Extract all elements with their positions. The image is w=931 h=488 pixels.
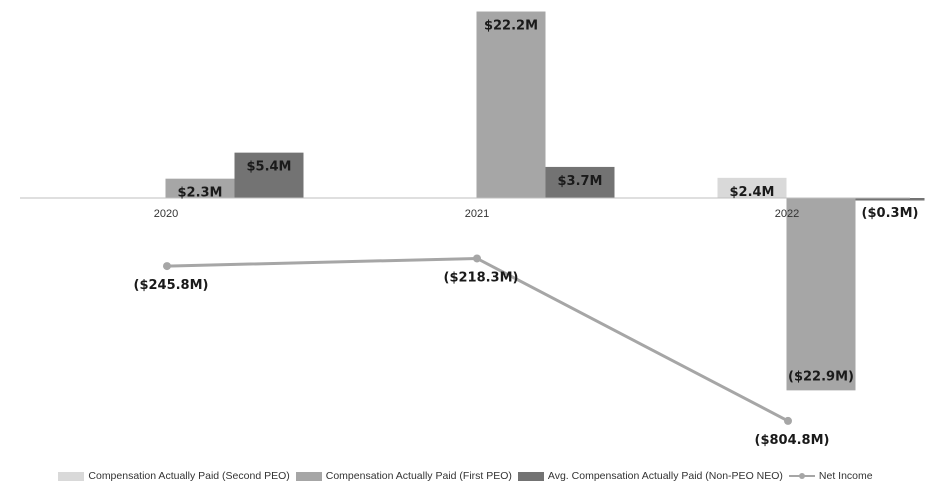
data-label-compensation-actually-paid-second-peo-2022: $2.4M — [729, 185, 774, 200]
data-label-compensation-actually-paid-first-peo-2021: $22.2M — [484, 19, 538, 34]
legend-label-first-peo: Compensation Actually Paid (First PEO) — [325, 470, 512, 482]
legend: Compensation Actually Paid (Second PEO) … — [0, 470, 931, 482]
x-tick-label-2020: 2020 — [154, 208, 178, 220]
net-income-line — [163, 254, 792, 425]
legend-label-net-income: Net Income — [818, 470, 873, 482]
bar-avg-compensation-actually-paid-non-peo-neo-2021 — [545, 166, 615, 198]
data-label-avg-compensation-actually-paid-non-peo-neo-2021: $3.7M — [557, 174, 602, 189]
legend-item-first-peo: Compensation Actually Paid (First PEO) — [295, 470, 512, 482]
legend-swatch-second-peo — [58, 471, 85, 481]
x-tick-label-2022: 2022 — [775, 208, 799, 220]
legend-marker-net-income — [788, 471, 815, 481]
legend-item-net-income: Net Income — [788, 470, 873, 482]
net-income-point-2022 — [784, 416, 792, 425]
data-label-compensation-actually-paid-first-peo-2022: ($22.9M) — [788, 369, 854, 384]
net-income-label-2021: ($218.3M) — [444, 270, 519, 285]
bar-avg-compensation-actually-paid-non-peo-neo-2020 — [234, 152, 304, 198]
bar-compensation-actually-paid-first-peo-2020 — [165, 178, 235, 198]
bars-layer — [165, 11, 925, 391]
legend-swatch-first-peo — [295, 471, 322, 481]
chart: 2020 2021 2022 $2.4M $2.3M $22.2M ($22.9M) $5.… — [20, 11, 925, 448]
legend-label-non-peo-neo: Avg. Compensation Actually Paid (Non-PEO… — [547, 470, 783, 482]
bar-avg-compensation-actually-paid-non-peo-neo-2022 — [855, 198, 925, 201]
data-label-avg-compensation-actually-paid-non-peo-neo-2020: $5.4M — [246, 160, 291, 175]
bar-compensation-actually-paid-second-peo-2022 — [717, 177, 787, 198]
net-income-label-2022: ($804.8M) — [755, 433, 830, 448]
x-tick-labels: 2020 2021 2022 — [154, 208, 799, 220]
legend-swatch-non-peo-neo — [517, 471, 544, 481]
data-label-avg-compensation-actually-paid-non-peo-neo-2022: ($0.3M) — [862, 206, 919, 221]
net-income-point-2021 — [473, 254, 481, 263]
bar-compensation-actually-paid-first-peo-2022 — [786, 198, 856, 391]
legend-item-second-peo: Compensation Actually Paid (Second PEO) — [58, 470, 290, 482]
net-income-label-2020: ($245.8M) — [134, 278, 209, 293]
legend-label-second-peo: Compensation Actually Paid (Second PEO) — [88, 470, 290, 482]
legend-item-non-peo-neo: Avg. Compensation Actually Paid (Non-PEO… — [517, 470, 783, 482]
net-income-point-2020 — [163, 262, 171, 271]
bar-compensation-actually-paid-first-peo-2021 — [476, 11, 546, 198]
data-label-compensation-actually-paid-first-peo-2020: $2.3M — [177, 186, 222, 201]
x-tick-label-2021: 2021 — [465, 208, 489, 220]
data-labels: $2.4M $2.3M $22.2M ($22.9M) $5.4M $3.7M ($0.3M… — [134, 19, 919, 448]
